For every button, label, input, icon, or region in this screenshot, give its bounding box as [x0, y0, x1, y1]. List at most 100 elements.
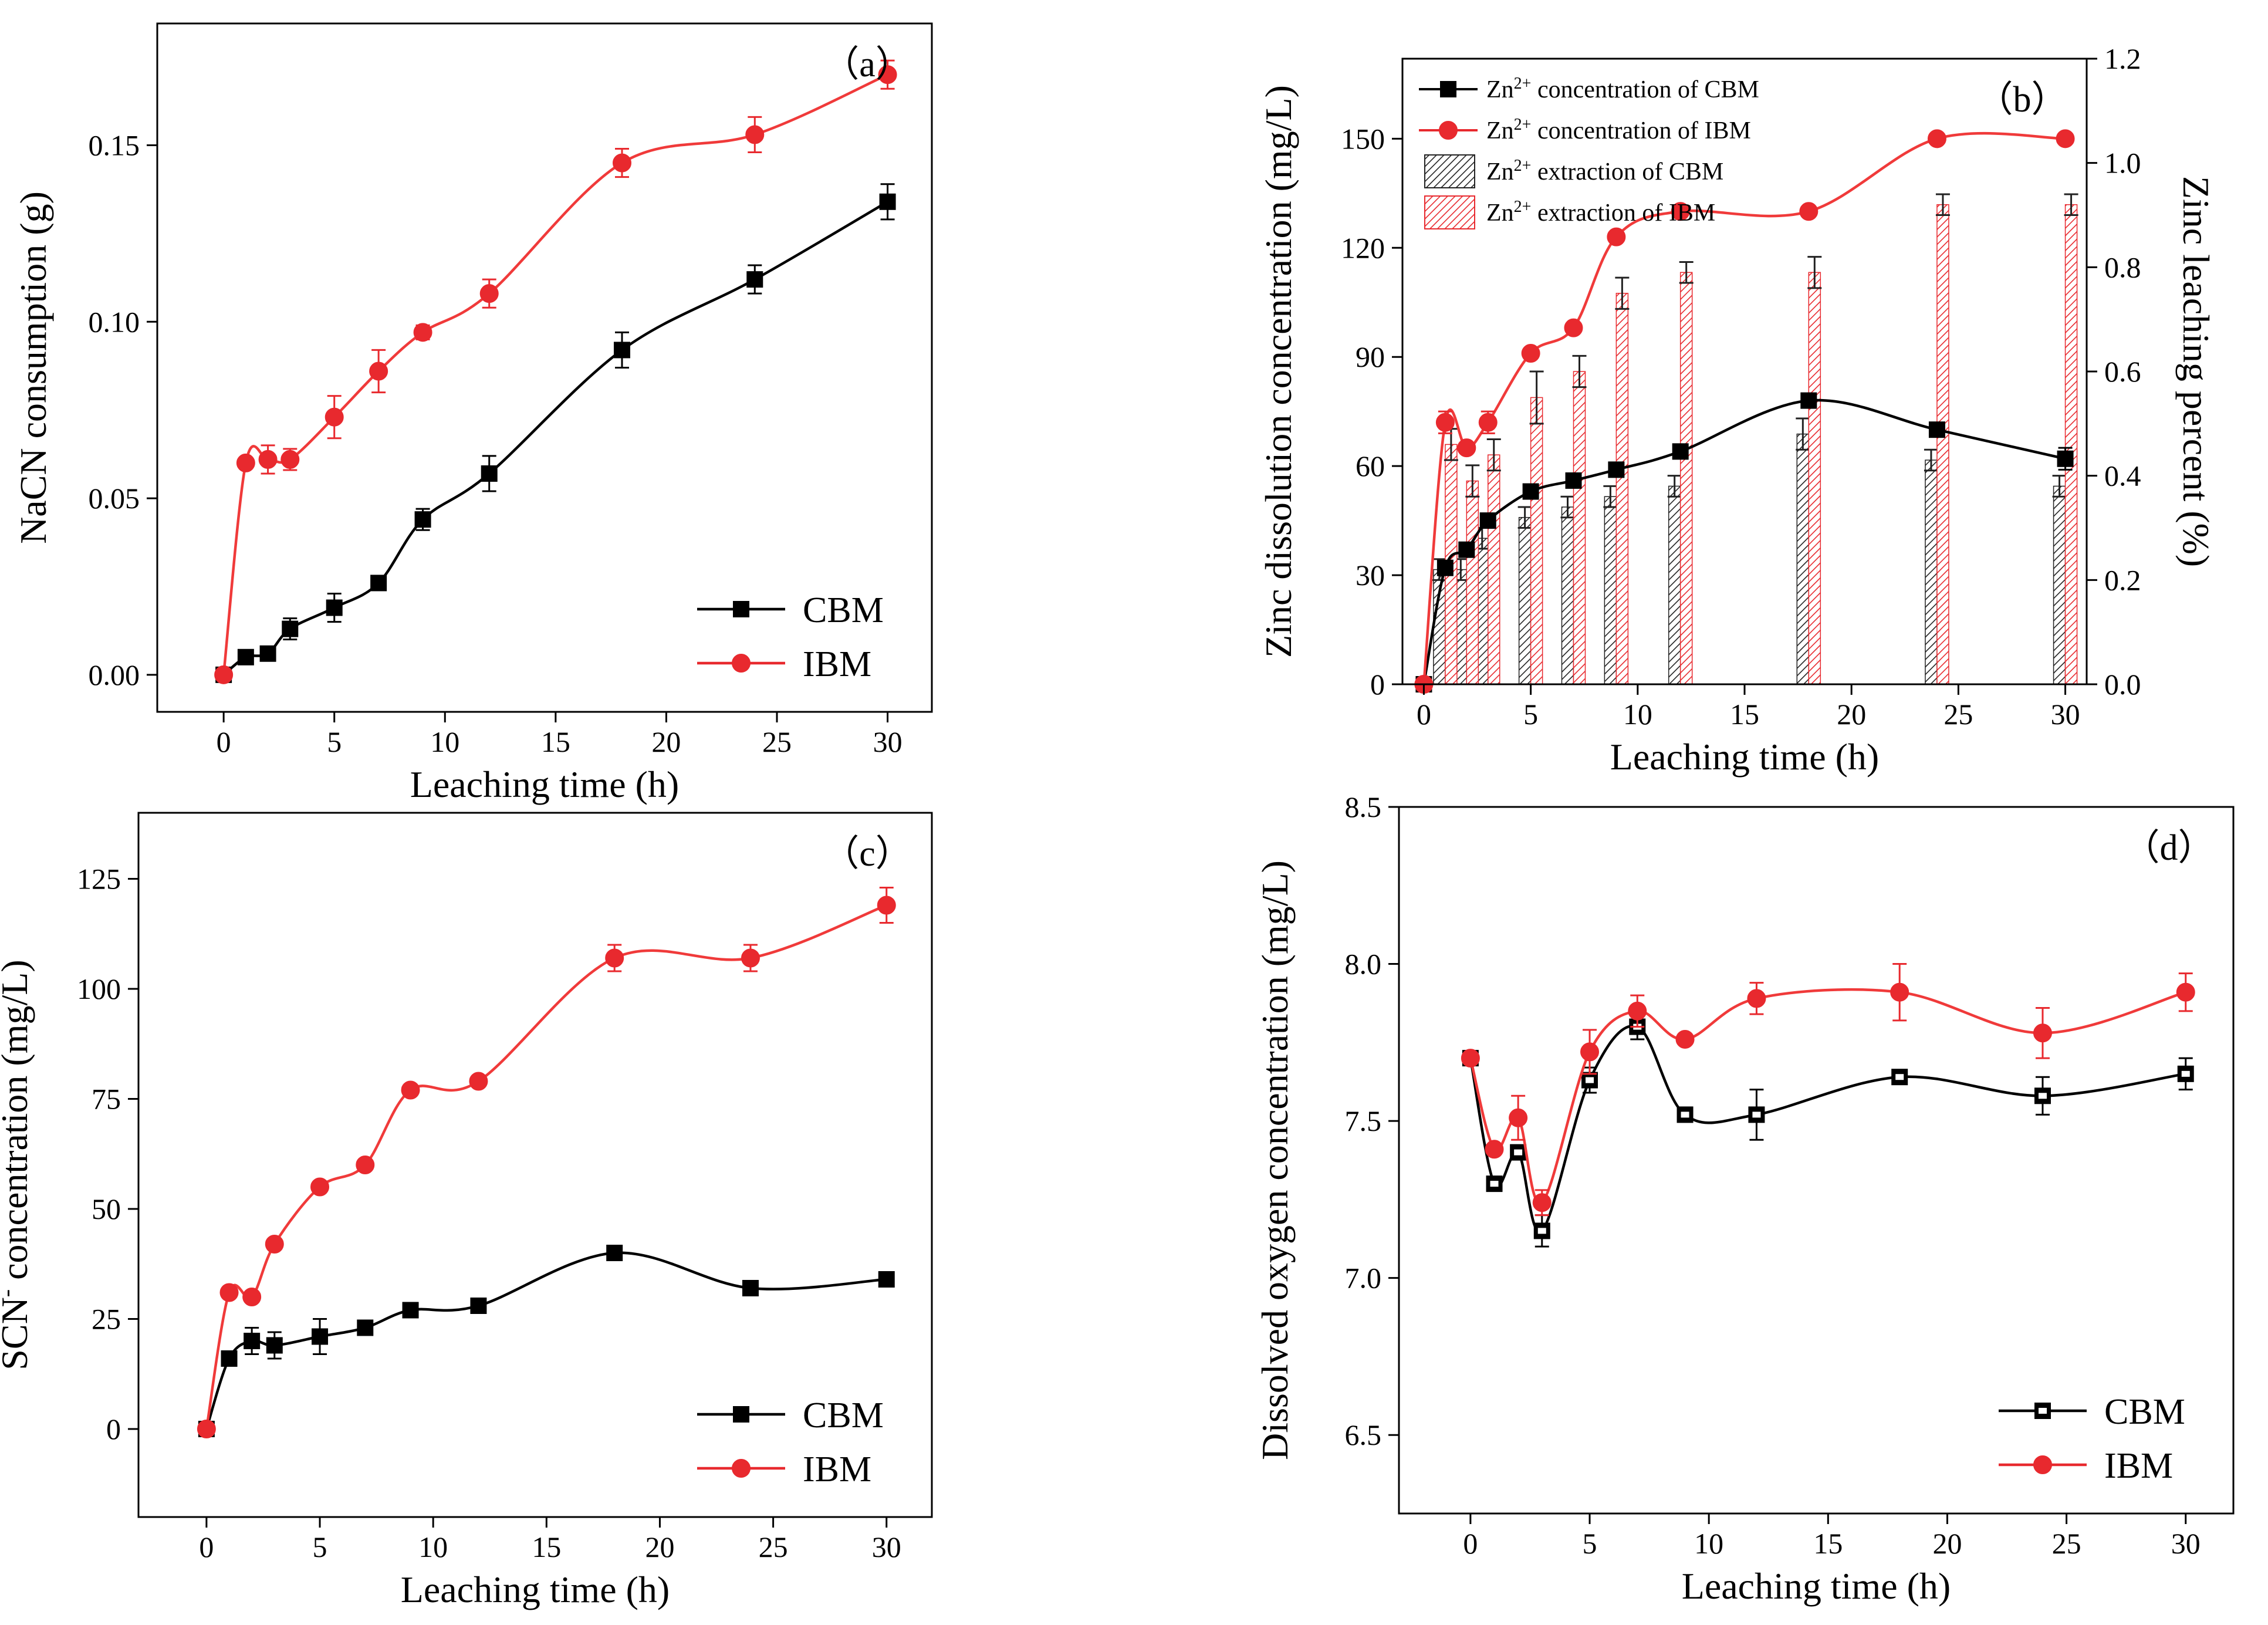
data-point [2176, 982, 2195, 1002]
marker-hole [1752, 1112, 1761, 1118]
data-point [1890, 982, 1909, 1002]
legend-label: Zn2+ extraction of IBM [1486, 198, 1715, 227]
series-cbm [198, 1245, 895, 1437]
marker-hole [1681, 1112, 1689, 1118]
x-axis-title: Leaching time (h) [410, 763, 679, 805]
data-point [402, 1302, 419, 1319]
data-point [310, 1177, 330, 1197]
data-point [877, 896, 896, 915]
data-point [244, 1333, 261, 1349]
error-bar [1807, 256, 1822, 289]
legend-swatch [1424, 154, 1475, 188]
data-point [1747, 989, 1766, 1008]
data-point [326, 599, 343, 616]
y-tick-label-right: 0.6 [2104, 355, 2141, 388]
y-tick-label-right: 1.2 [2104, 42, 2141, 75]
marker-hole [2039, 1408, 2047, 1414]
data-point [356, 1156, 375, 1174]
y-tick-label: 90 [1356, 340, 1385, 373]
bar [1668, 485, 1681, 685]
x-tick-label: 25 [762, 725, 792, 758]
y-tick-label: 75 [92, 1083, 121, 1116]
x-tick-label: 5 [1583, 1527, 1597, 1560]
x-axis: 0 5 10 15 20 25 30 Leaching time (h) [1463, 1513, 2201, 1607]
panel-a: 0 5 10 15 20 25 30 Leaching time (h) 0.00 0.05 0.1… [12, 22, 933, 805]
data-point [221, 1350, 238, 1367]
data-point [413, 323, 432, 342]
data-point [1457, 438, 1476, 458]
bar [1679, 272, 1693, 685]
y-tick-label: 0.00 [89, 658, 140, 691]
data-point [357, 1319, 374, 1336]
x-tick-label: 30 [2171, 1527, 2201, 1560]
data-point [1677, 1106, 1694, 1123]
data-point [745, 125, 765, 144]
data-point [1672, 443, 1689, 460]
x-tick-label: 5 [327, 725, 342, 758]
legend-marker [732, 1459, 751, 1478]
x-tick-label: 30 [872, 1531, 901, 1563]
data-point [1522, 483, 1539, 500]
y-axis-title-right: Zinc leaching percent (%) [2175, 176, 2217, 567]
legend-label-sup: 2+ [1514, 198, 1532, 216]
x-tick-label: 20 [1837, 698, 1866, 731]
legend-label: Zn2+ concentration of CBM [1486, 75, 1759, 104]
legend-label-part: Zn [1486, 117, 1514, 144]
y-axis: 6.5 7.0 7.5 8.0 8.5 Dissolved oxygen concentr… [1254, 790, 1399, 1460]
y-tick-label: 0.15 [89, 129, 140, 162]
y-axis-right: 0.0 0.2 0.4 0.6 0.8 1.0 1.2 Zinc leaching perce… [2087, 42, 2217, 701]
data-point [259, 645, 276, 662]
data-point [280, 450, 300, 469]
error-bar [1572, 354, 1587, 388]
data-point [878, 65, 897, 85]
error-bar [1486, 438, 1501, 472]
data-point [1748, 1106, 1765, 1123]
panel-d: 0 5 10 15 20 25 30 Leaching time (h) 6.5 7.0 7.5 8.… [1254, 790, 2235, 1607]
plot-frame [1398, 806, 2235, 1515]
panel-label: （c） [823, 834, 912, 874]
y-tick-label-right: 0.2 [2104, 563, 2141, 596]
data-point [266, 1337, 283, 1354]
y-tick-label: 125 [77, 863, 121, 896]
legend-label: Zn2+ concentration of IBM [1486, 116, 1751, 145]
y-axis-title-part: SCN [0, 1297, 35, 1370]
data-point [2033, 1023, 2052, 1043]
data-point [1458, 541, 1475, 558]
x-axis: 0 5 10 15 20 25 30 Leaching time (h) [1417, 684, 2080, 778]
x-tick-label: 15 [541, 725, 570, 758]
data-point [370, 575, 387, 592]
x-axis-title: Leaching time (h) [1610, 736, 1879, 778]
data-point [1509, 1108, 1528, 1127]
x-tick-label: 20 [645, 1531, 674, 1563]
data-point [1436, 559, 1454, 576]
x-tick-label: 0 [199, 1531, 214, 1563]
series-line [222, 73, 888, 675]
legend-label: IBM [803, 644, 871, 684]
plot-frame [156, 22, 933, 713]
y-tick-label-right: 0.4 [2104, 460, 2141, 492]
legend: CBM IBM [697, 590, 884, 684]
bar [1796, 433, 1810, 685]
error-bar [1667, 475, 1682, 498]
error-bar [1560, 495, 1575, 519]
data-point [1479, 512, 1496, 529]
y-tick-label: 120 [1341, 231, 1385, 264]
y-tick-label-right: 0.0 [2104, 668, 2141, 701]
series-line [222, 200, 888, 676]
marker-hole [1586, 1077, 1594, 1083]
legend-label-part: concentration of IBM [1531, 117, 1750, 144]
data-point [741, 948, 760, 968]
data-point [1580, 1042, 1600, 1062]
error-bar [1679, 261, 1694, 284]
legend-label-part: Zn [1486, 76, 1514, 103]
y-tick-label: 7.5 [1345, 1104, 1382, 1137]
y-axis: 0.00 0.05 0.10 0.15 NaCN consumption (g) [12, 129, 157, 691]
legend-label-sup: 2+ [1514, 75, 1532, 93]
series-line [205, 1251, 887, 1430]
x-axis: 0 5 10 15 20 25 30 Leaching time (h) [199, 1517, 901, 1610]
bar [2064, 204, 2078, 685]
data-point [1927, 129, 1946, 148]
error-bar [1924, 448, 1938, 472]
data-point [1510, 1144, 1527, 1161]
